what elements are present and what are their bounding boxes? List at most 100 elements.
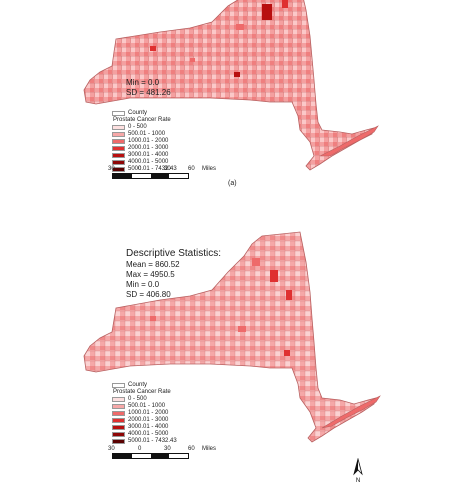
legend-class-row: 500.01 - 1000	[112, 403, 177, 410]
legend-county-row: County	[112, 382, 177, 389]
scale-tick: 30	[164, 446, 171, 452]
legend-class-row: 5000.01 - 7432.43	[112, 438, 177, 445]
legend-class-label: 4000.01 - 5000	[128, 159, 169, 165]
legend-swatch	[112, 418, 125, 423]
stats-box-a: Min = 0.0 SD = 481.26	[126, 78, 171, 98]
legend-swatch	[112, 439, 125, 444]
legend-class-row: 5000.01 - 7432.43	[112, 166, 177, 173]
hotspot-a7	[190, 58, 195, 62]
legend-class-row: 1000.01 - 2000	[112, 410, 177, 417]
legend-class-label: 500.01 - 1000	[128, 403, 166, 409]
state-outline-b	[83, 231, 377, 443]
scale-unit: Miles	[202, 166, 217, 172]
legend-class-label: 0 - 500	[128, 124, 147, 130]
legend-class-row: 0 - 500	[112, 124, 177, 131]
legend-class-label: 5000.01 - 7432.43	[128, 438, 177, 444]
county-swatch	[112, 383, 125, 388]
legend-swatch	[112, 132, 125, 137]
legend-class-label: 1000.01 - 2000	[128, 138, 169, 144]
scale-tick: 60	[188, 166, 195, 172]
scale-bar-a: 30 0 30 60 Miles	[108, 166, 228, 179]
hotspot-a6	[150, 46, 156, 51]
map-panel-b: Descriptive Statistics: Mean = 860.52 Ma…	[0, 226, 474, 484]
hotspot-a3	[282, 0, 288, 8]
hotspot-a5	[234, 72, 240, 77]
hotspot-a1	[262, 4, 272, 20]
north-arrow-icon: N	[353, 458, 363, 484]
legend-class-label: 2000.01 - 3000	[128, 417, 169, 423]
legend-b: County Prostate Cancer Rate 0 - 500 500.0…	[112, 382, 177, 445]
legend-class-label: 0 - 500	[128, 396, 147, 402]
legend-swatch	[112, 125, 125, 130]
legend-county-label: County	[128, 382, 148, 388]
stats-line: Min = 0.0	[126, 78, 160, 87]
legend-class-row: 1000.01 - 2000	[112, 138, 177, 145]
scale-unit: Miles	[202, 446, 217, 452]
legend-class-label: 3000.01 - 4000	[128, 424, 169, 430]
scale-tick: 30	[108, 166, 115, 172]
scale-bar-b: 30 0 30 60 Miles	[108, 446, 228, 459]
scale-bar-graphic	[112, 173, 189, 179]
legend-swatch	[112, 397, 125, 402]
legend-swatch	[112, 160, 125, 165]
legend-swatch	[112, 167, 125, 172]
legend-swatch	[112, 425, 125, 430]
legend-swatch	[112, 432, 125, 437]
stats-line: SD = 481.26	[126, 88, 171, 97]
stats-box-b: Descriptive Statistics: Mean = 860.52 Ma…	[126, 248, 221, 300]
hotspot-b4	[238, 326, 246, 332]
legend-class-row: 4000.01 - 5000	[112, 159, 177, 166]
legend-swatch	[112, 139, 125, 144]
scale-labels: 30 0 30 60 Miles	[108, 166, 228, 173]
legend-swatch	[112, 411, 125, 416]
scale-tick: 30	[164, 166, 171, 172]
new-york-map-a	[83, 0, 379, 171]
map-panel-a: Min = 0.0 SD = 481.26 County Prostate Ca…	[0, 0, 474, 198]
scale-labels: 30 0 30 60 Miles	[108, 446, 228, 453]
long-island-a	[319, 125, 379, 157]
legend-class-label: 1000.01 - 2000	[128, 410, 169, 416]
legend-swatch	[112, 404, 125, 409]
scale-tick: 0	[138, 166, 142, 172]
stats-line: Min = 0.0	[126, 280, 160, 289]
scale-bar-graphic	[112, 453, 189, 459]
hotspot-b6	[284, 350, 290, 356]
county-swatch	[112, 111, 125, 116]
panel-label-a: (a)	[228, 180, 237, 187]
legend-class-label: 2000.01 - 3000	[128, 145, 169, 151]
stats-title: Descriptive Statistics:	[126, 248, 222, 259]
legend-county-label: County	[128, 110, 148, 116]
legend-class-row: 2000.01 - 3000	[112, 417, 177, 424]
legend-class-label: 5000.01 - 7432.43	[128, 166, 177, 172]
stats-line: Mean = 860.52	[126, 260, 180, 269]
legend-swatch	[112, 146, 125, 151]
hotspot-b1	[270, 270, 278, 282]
stats-line: Max = 4950.5	[126, 270, 175, 279]
legend-class-row: 3000.01 - 4000	[112, 152, 177, 159]
long-island-b	[321, 395, 381, 429]
legend-class-row: 500.01 - 1000	[112, 131, 177, 138]
hotspot-a4	[236, 24, 244, 30]
hotspot-b5	[150, 316, 156, 321]
legend-class-row: 2000.01 - 3000	[112, 145, 177, 152]
legend-class-label: 4000.01 - 5000	[128, 431, 169, 437]
legend-title: Prostate Cancer Rate	[113, 389, 171, 395]
legend-class-row: 3000.01 - 4000	[112, 424, 177, 431]
stats-line: SD = 406.80	[126, 290, 171, 299]
hotspot-b2	[286, 290, 292, 300]
hotspot-b3	[252, 258, 260, 266]
scale-tick: 30	[108, 446, 115, 452]
legend-classes: 0 - 500 500.01 - 1000 1000.01 - 2000 2000.0…	[112, 124, 177, 173]
legend-title: Prostate Cancer Rate	[113, 117, 171, 123]
state-outline-a	[83, 0, 375, 171]
legend-class-label: 3000.01 - 4000	[128, 152, 169, 158]
legend-class-label: 500.01 - 1000	[128, 131, 166, 137]
legend-swatch	[112, 153, 125, 158]
legend-a: County Prostate Cancer Rate 0 - 500 500.0…	[112, 110, 177, 173]
legend-classes: 0 - 500 500.01 - 1000 1000.01 - 2000 2000.0…	[112, 396, 177, 445]
legend-class-row: 4000.01 - 5000	[112, 431, 177, 438]
new-york-map-b	[83, 231, 381, 443]
north-label: N	[356, 478, 360, 484]
scale-tick: 60	[188, 446, 195, 452]
scale-tick: 0	[138, 446, 142, 452]
